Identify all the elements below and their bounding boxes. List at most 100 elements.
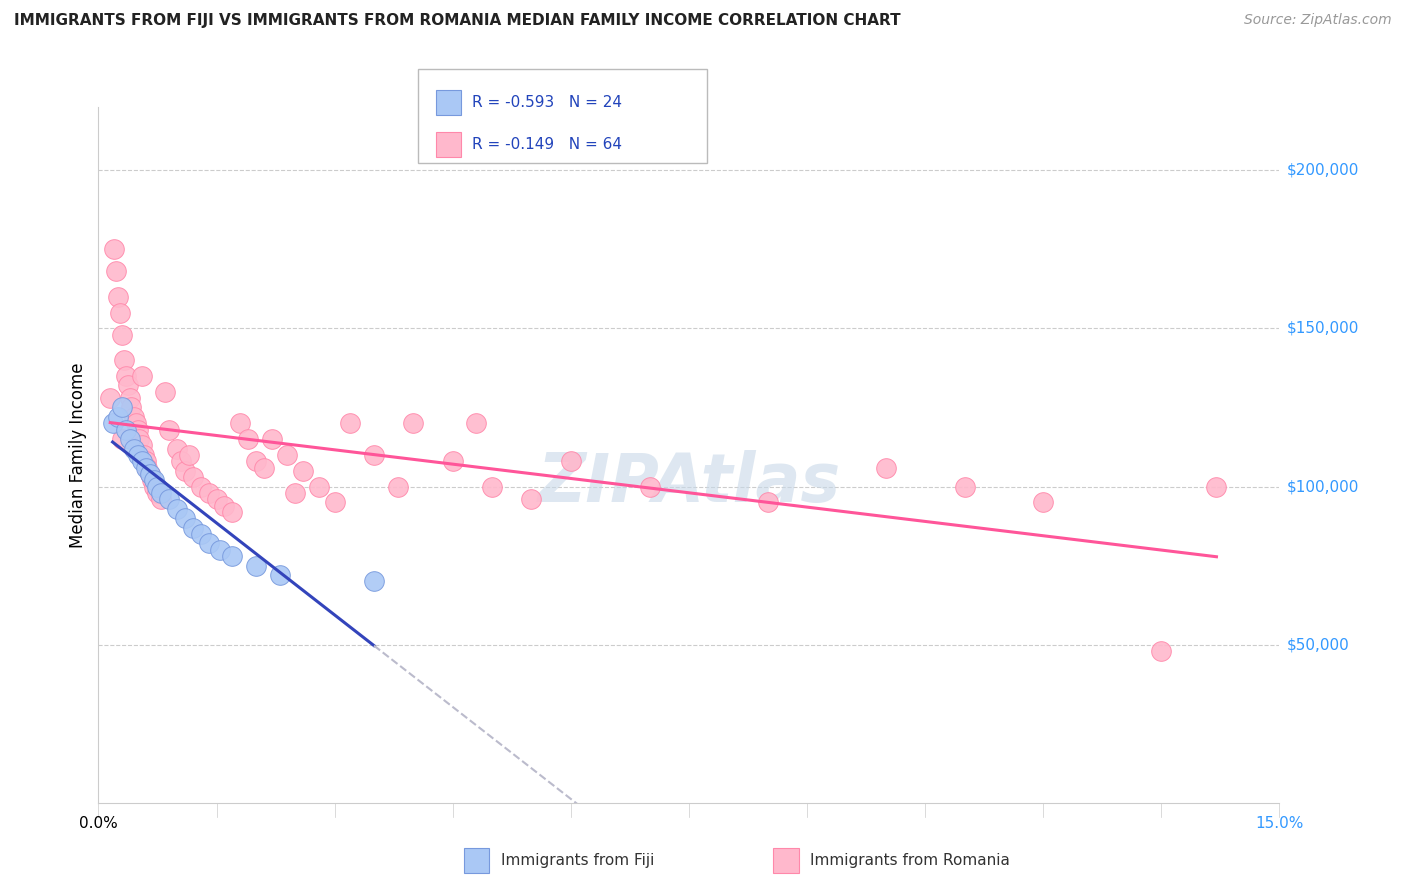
Point (135, 460, 157, 475)
Point (402, 417, 425, 431)
Point (157, 492, 180, 507)
Point (142, 479, 165, 493)
Point (138, 467, 160, 481)
Point (1032, 495, 1054, 509)
Point (157, 423, 180, 437)
Point (441, 454, 464, 468)
Point (284, 486, 307, 500)
Point (177, 448, 200, 462)
Text: R = -0.149   N = 64: R = -0.149 N = 64 (472, 137, 623, 152)
Point (953, 479, 976, 493)
Point (131, 454, 153, 468)
Point (269, 568, 291, 582)
Point (560, 454, 582, 468)
Point (166, 501, 188, 516)
Text: R = -0.593   N = 24: R = -0.593 N = 24 (472, 95, 623, 110)
Point (112, 353, 135, 368)
Text: 15.0%: 15.0% (1256, 816, 1303, 831)
Point (122, 409, 145, 424)
Point (118, 432, 141, 446)
Point (146, 486, 169, 500)
Point (150, 486, 173, 500)
Point (131, 438, 153, 452)
Point (121, 401, 143, 415)
Point (118, 391, 141, 405)
Point (117, 378, 139, 392)
Point (236, 432, 259, 446)
Text: Immigrants from Fiji: Immigrants from Fiji (501, 854, 654, 868)
Text: ZIPAtlas: ZIPAtlas (537, 450, 841, 516)
Point (363, 574, 385, 589)
Point (245, 454, 267, 468)
Point (209, 542, 232, 557)
Point (155, 384, 177, 399)
Point (181, 470, 204, 484)
Text: $50,000: $50,000 (1286, 637, 1350, 652)
Text: $200,000: $200,000 (1286, 163, 1358, 178)
Point (127, 448, 149, 462)
Point (756, 495, 779, 509)
Point (465, 417, 488, 431)
Point (111, 401, 134, 415)
Point (107, 409, 129, 424)
Point (146, 479, 169, 493)
Point (125, 417, 148, 431)
Point (103, 243, 125, 257)
Point (638, 479, 661, 493)
Point (323, 495, 346, 509)
Point (170, 454, 193, 468)
Point (136, 460, 159, 475)
Point (174, 464, 197, 478)
Point (122, 442, 145, 456)
Point (875, 460, 897, 475)
Point (142, 473, 165, 487)
Point (1205, 479, 1227, 493)
Point (135, 454, 157, 468)
Point (115, 423, 138, 437)
Point (260, 432, 283, 446)
Point (131, 368, 153, 383)
Point (166, 442, 188, 456)
Point (128, 432, 150, 446)
Point (520, 492, 543, 507)
Text: Source: ZipAtlas.com: Source: ZipAtlas.com (1244, 13, 1392, 28)
Point (253, 460, 276, 475)
Point (111, 327, 134, 342)
Point (214, 499, 236, 513)
Text: IMMIGRANTS FROM FIJI VS IMMIGRANTS FROM ROMANIA MEDIAN FAMILY INCOME CORRELATION: IMMIGRANTS FROM FIJI VS IMMIGRANTS FROM … (14, 13, 901, 29)
Point (308, 479, 330, 493)
Point (190, 527, 212, 541)
Text: 0.0%: 0.0% (79, 816, 118, 831)
Point (197, 536, 219, 550)
Point (141, 473, 163, 487)
Point (1150, 644, 1173, 658)
Point (229, 417, 252, 431)
Point (363, 448, 385, 462)
Text: $100,000: $100,000 (1286, 479, 1358, 494)
Point (138, 467, 160, 481)
Point (98, 391, 121, 405)
Point (221, 505, 243, 519)
Point (107, 290, 129, 304)
Point (115, 368, 138, 383)
Y-axis label: Median Family Income: Median Family Income (69, 362, 87, 548)
Point (245, 558, 267, 573)
Point (339, 417, 361, 431)
Text: Immigrants from Romania: Immigrants from Romania (810, 854, 1010, 868)
Point (276, 448, 298, 462)
Point (101, 417, 124, 431)
Point (221, 549, 243, 563)
Point (292, 464, 315, 478)
Point (190, 479, 212, 493)
Point (481, 479, 503, 493)
Point (181, 521, 204, 535)
Point (205, 492, 228, 507)
Point (104, 264, 127, 278)
Point (197, 486, 219, 500)
Text: $150,000: $150,000 (1286, 321, 1358, 336)
Point (174, 511, 197, 525)
Point (127, 423, 149, 437)
Point (111, 432, 134, 446)
Point (110, 305, 132, 319)
Point (132, 448, 155, 462)
